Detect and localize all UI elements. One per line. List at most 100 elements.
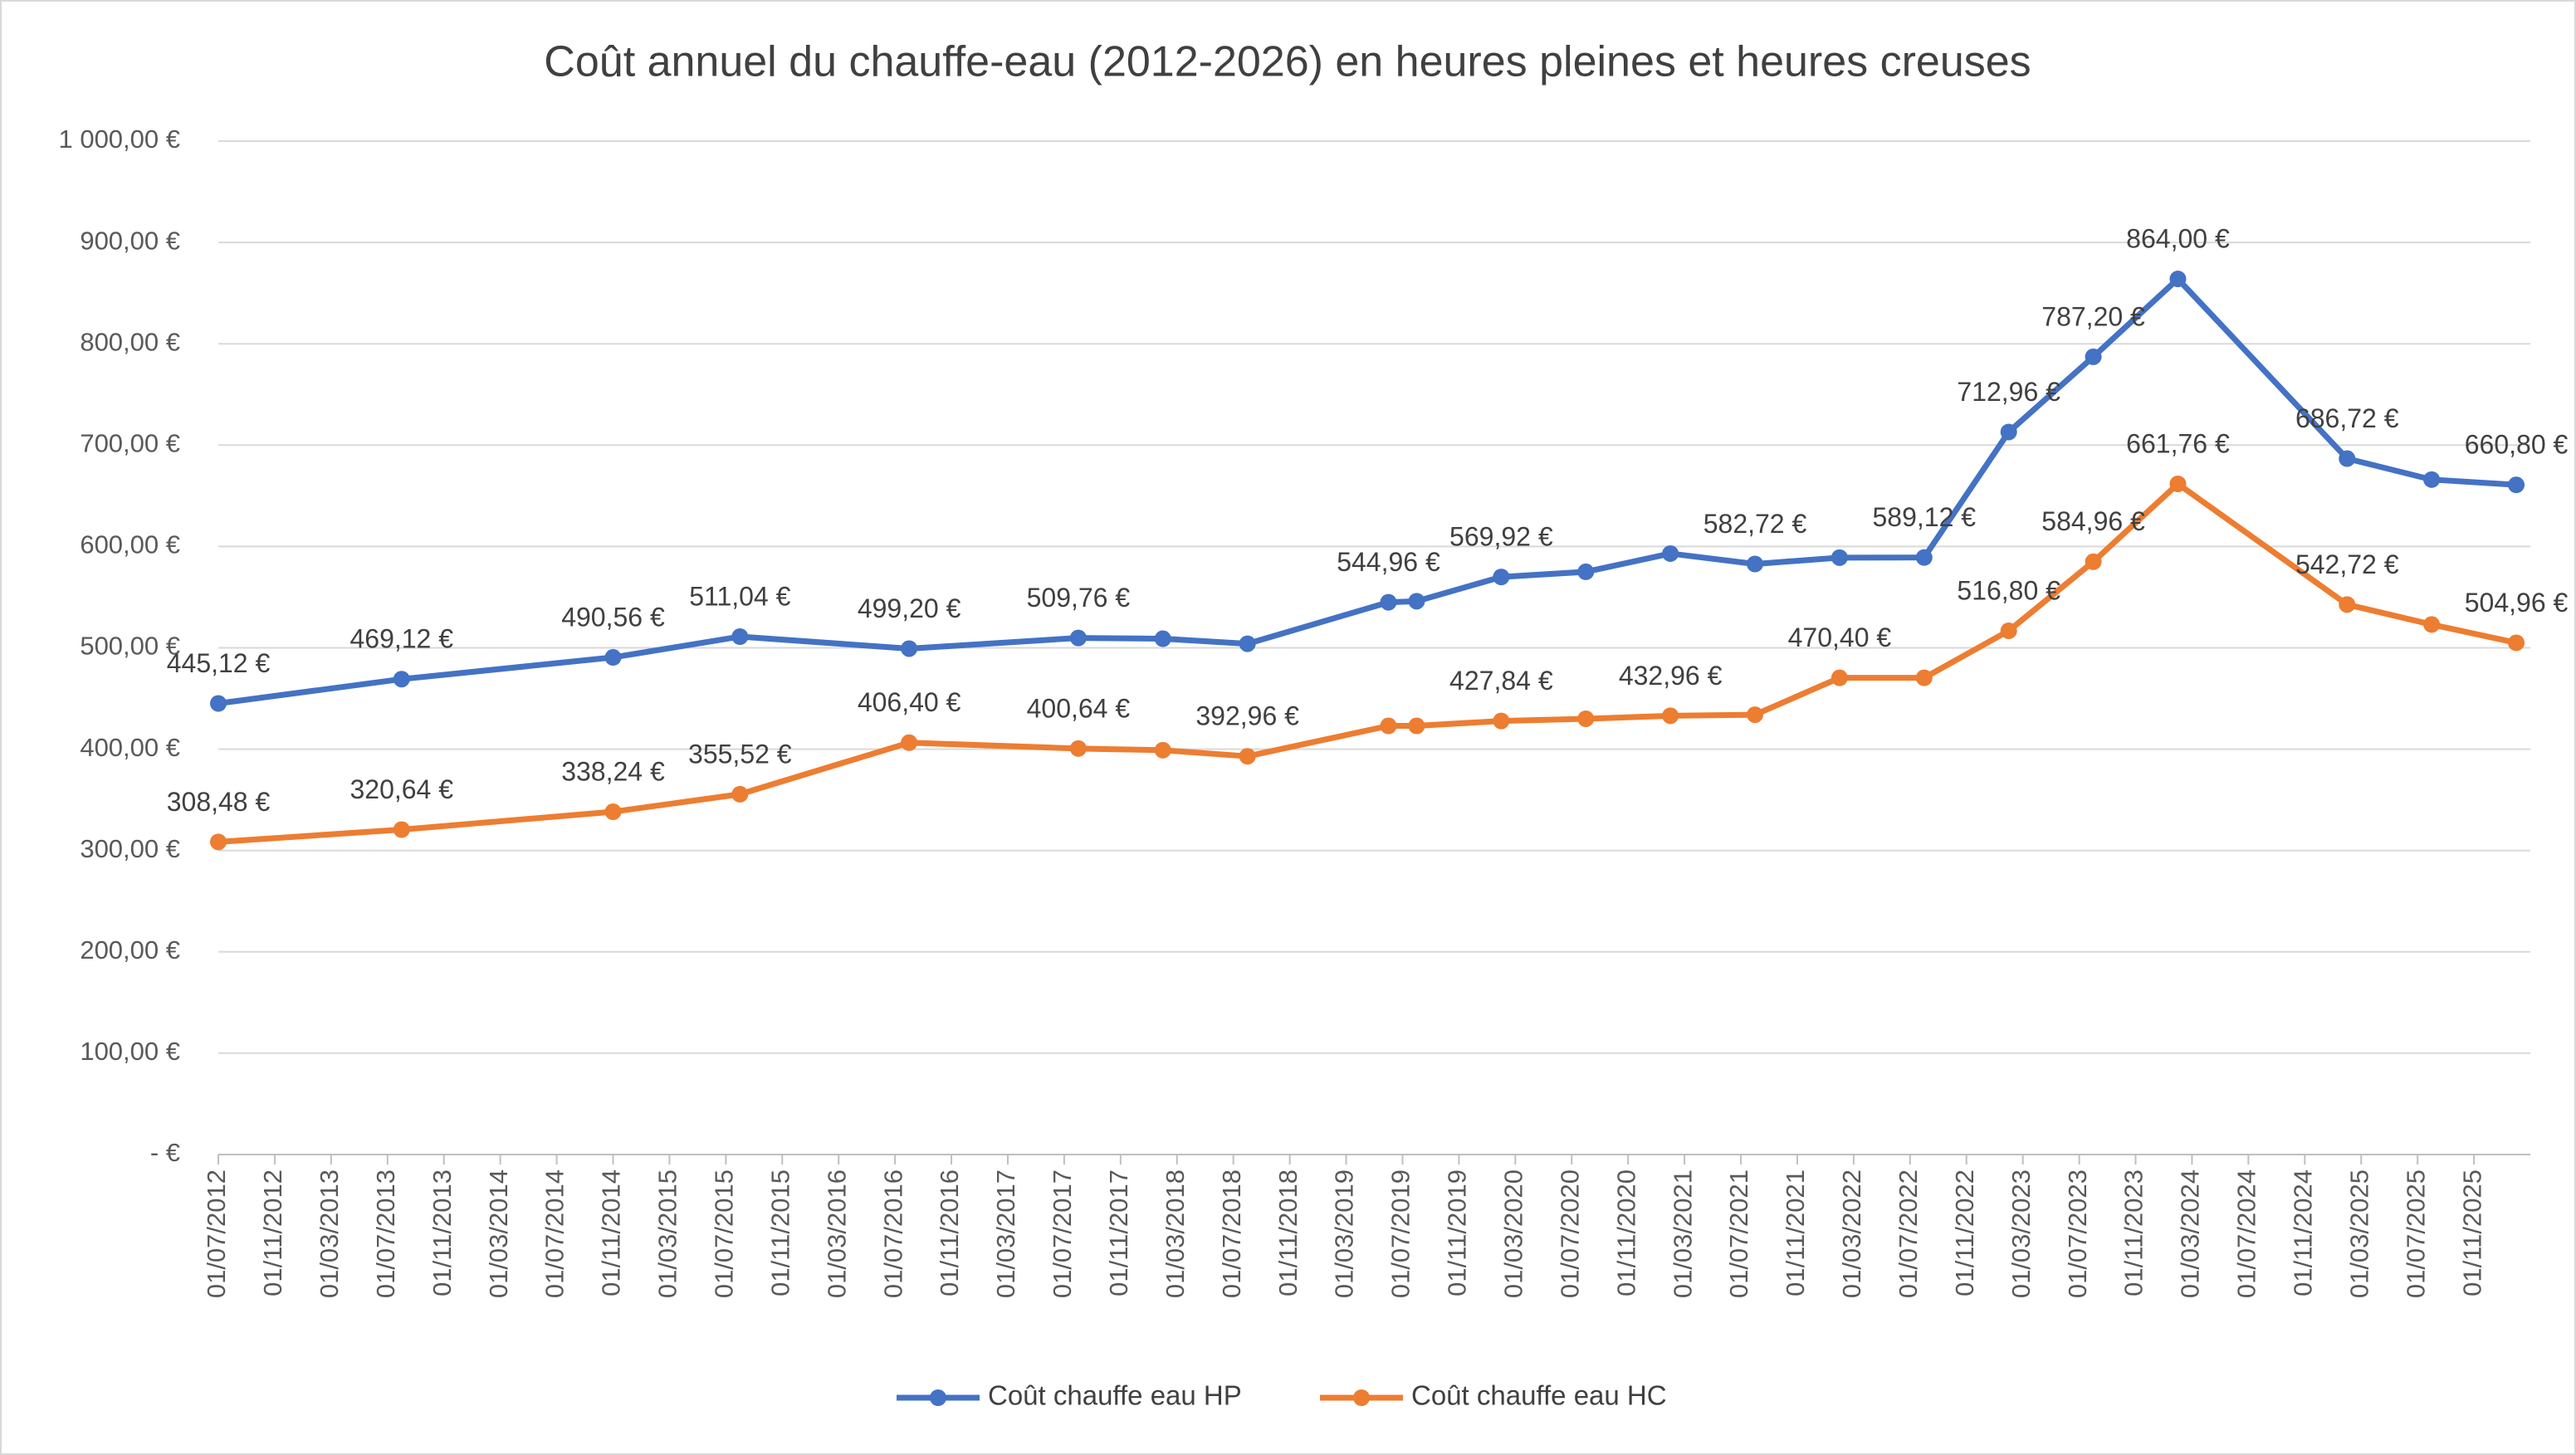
point <box>2339 596 2356 613</box>
data-label: 490,56 € <box>561 602 665 632</box>
point <box>1239 635 1256 652</box>
data-label: 445,12 € <box>167 648 271 678</box>
data-label: 392,96 € <box>1195 701 1299 731</box>
x-tick-label: 01/03/2018 <box>1161 1169 1190 1298</box>
x-tick-label: 01/07/2024 <box>2232 1169 2261 1298</box>
x-tick-label: 01/11/2022 <box>1950 1169 1979 1296</box>
y-tick-label: - € <box>150 1138 180 1167</box>
point <box>731 628 749 646</box>
x-tick-label: 01/07/2022 <box>1894 1169 1923 1298</box>
data-label: 406,40 € <box>858 687 961 717</box>
x-tick-label: 01/03/2024 <box>2176 1169 2205 1298</box>
data-label: 511,04 € <box>689 581 790 611</box>
data-label: 427,84 € <box>1449 666 1553 696</box>
y-tick-label: 500,00 € <box>80 632 180 661</box>
data-label: 320,64 € <box>349 774 453 804</box>
x-tick-label: 01/03/2025 <box>2344 1169 2373 1298</box>
point <box>1380 593 1397 611</box>
data-label: 589,12 € <box>1873 502 1977 532</box>
point <box>604 649 622 666</box>
point <box>2508 476 2525 494</box>
point <box>901 640 918 657</box>
data-label: 432,96 € <box>1619 661 1723 691</box>
x-tick-label: 01/11/2014 <box>597 1169 626 1296</box>
x-tick-label: 01/11/2024 <box>2288 1169 2317 1296</box>
x-tick-label: 01/11/2019 <box>1443 1169 1472 1296</box>
point <box>2423 616 2441 633</box>
point <box>1915 549 1933 566</box>
x-tick-label: 01/11/2017 <box>1104 1169 1133 1296</box>
point <box>1747 555 1764 573</box>
point <box>2169 475 2187 492</box>
data-label: 787,20 € <box>2041 301 2145 331</box>
series-line <box>218 481 2517 845</box>
point <box>210 833 227 851</box>
point <box>2169 271 2187 288</box>
x-tick-label: 01/11/2016 <box>935 1169 964 1296</box>
point <box>1408 717 1425 735</box>
x-tick-label: 01/07/2019 <box>1386 1169 1415 1298</box>
legend-marker <box>1353 1389 1370 1406</box>
data-label: 509,76 € <box>1027 583 1131 613</box>
x-tick-label: 01/03/2014 <box>484 1169 513 1298</box>
data-label: 504,96 € <box>2465 588 2569 618</box>
x-tick-label: 01/03/2016 <box>822 1169 851 1298</box>
x-tick-label: 01/11/2012 <box>258 1169 287 1296</box>
point <box>1380 717 1397 735</box>
x-tick-label: 01/11/2018 <box>1273 1169 1303 1296</box>
point <box>2000 423 2017 441</box>
data-label: 499,20 € <box>858 593 961 623</box>
point <box>1831 669 1848 686</box>
y-tick-label: 100,00 € <box>80 1037 180 1066</box>
point <box>2423 471 2441 488</box>
legend-label: Coût chauffe eau HC <box>1411 1380 1667 1411</box>
point <box>731 785 749 803</box>
x-tick-label: 01/11/2013 <box>428 1169 457 1296</box>
point <box>393 671 410 688</box>
point <box>393 821 410 838</box>
point <box>1239 748 1256 765</box>
point <box>1408 593 1425 610</box>
y-tick-label: 1 000,00 € <box>58 125 180 154</box>
point <box>2085 348 2102 365</box>
x-tick-label: 01/03/2017 <box>991 1169 1020 1298</box>
point <box>1154 741 1171 759</box>
point <box>1154 630 1171 647</box>
data-label: 569,92 € <box>1449 522 1553 552</box>
x-tick-label: 01/07/2021 <box>1724 1169 1753 1298</box>
data-label: 470,40 € <box>1788 623 1892 652</box>
chart-title: Coût annuel du chauffe-eau (2012-2026) e… <box>544 38 2031 86</box>
data-label: 661,76 € <box>2126 428 2230 458</box>
x-tick-label: 01/07/2013 <box>371 1169 400 1298</box>
point <box>1577 563 1595 580</box>
point <box>1662 707 1679 725</box>
x-tick-label: 01/07/2020 <box>1555 1169 1584 1298</box>
point <box>1831 549 1848 566</box>
y-tick-label: 700,00 € <box>80 428 180 457</box>
x-tick-label: 01/03/2023 <box>2007 1169 2036 1298</box>
data-label: 308,48 € <box>167 787 271 817</box>
data-label: 355,52 € <box>688 739 792 769</box>
x-tick-label: 01/07/2017 <box>1048 1169 1077 1298</box>
y-tick-label: 300,00 € <box>80 834 180 863</box>
data-label: 542,72 € <box>2295 549 2399 579</box>
x-tick-label: 01/03/2013 <box>315 1169 344 1298</box>
data-label: 400,64 € <box>1027 693 1131 723</box>
data-label: 544,96 € <box>1337 547 1440 577</box>
data-label: 712,96 € <box>1957 377 2060 407</box>
x-tick-label: 01/07/2014 <box>540 1169 569 1298</box>
data-label: 338,24 € <box>561 756 665 786</box>
point <box>2508 634 2525 652</box>
x-tick-label: 01/07/2023 <box>2063 1169 2092 1298</box>
x-tick-label: 01/03/2020 <box>1499 1169 1528 1298</box>
point <box>1662 544 1679 562</box>
x-tick-label: 01/07/2015 <box>710 1169 739 1298</box>
x-tick-label: 01/11/2020 <box>1611 1169 1640 1296</box>
point <box>1915 669 1933 686</box>
point <box>901 734 918 751</box>
point <box>2085 553 2102 570</box>
data-label: 864,00 € <box>2126 224 2230 254</box>
x-tick-label: 01/07/2012 <box>202 1169 231 1298</box>
